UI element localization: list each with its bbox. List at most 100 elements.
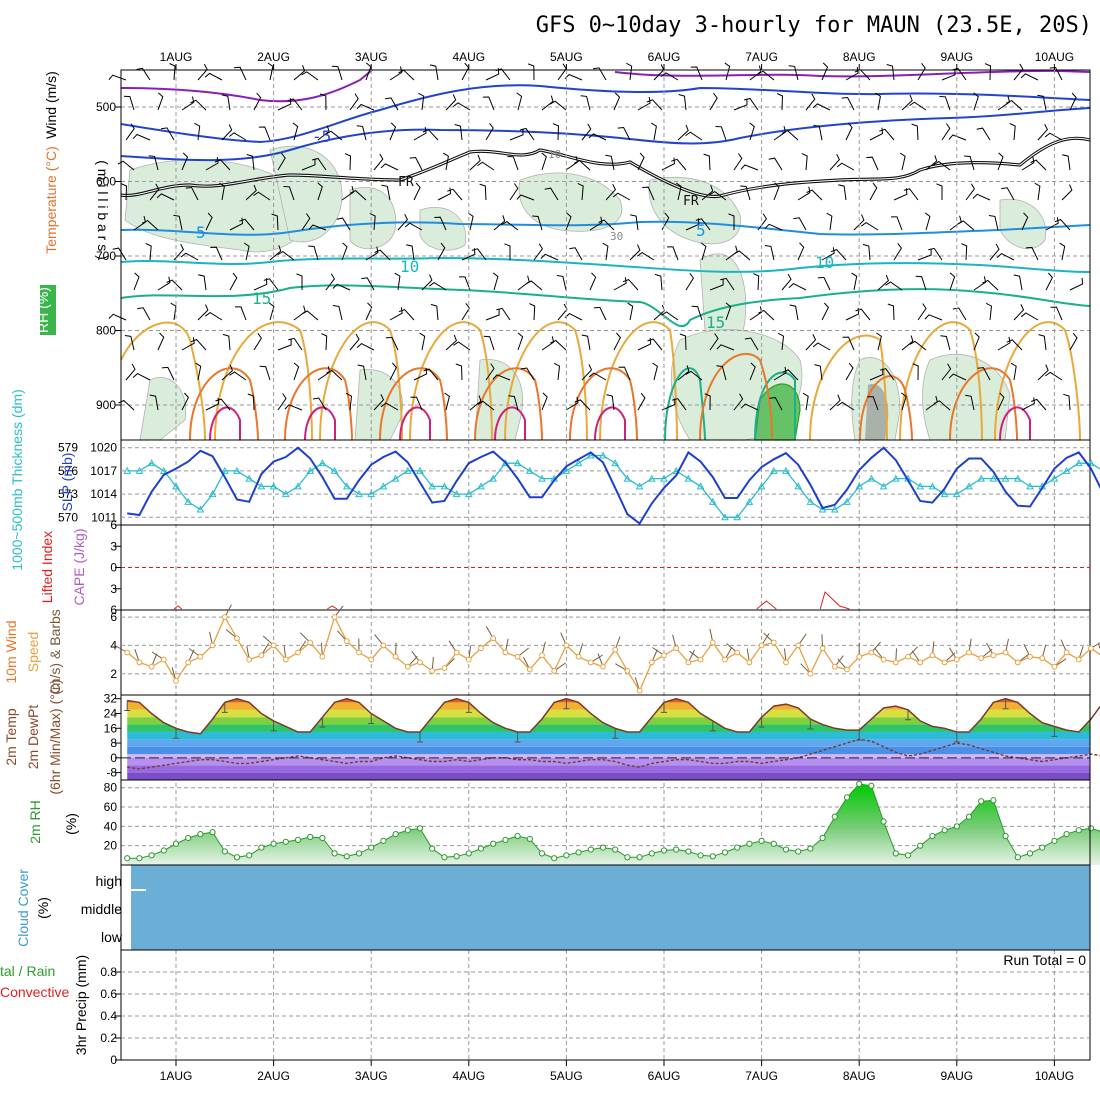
wind-barb	[862, 243, 871, 261]
wind-barb	[805, 93, 816, 111]
wind-barb	[965, 394, 975, 411]
wind10m-point	[673, 645, 680, 652]
wind10m-point	[307, 639, 314, 646]
wind-barb	[1063, 393, 1071, 411]
wind-barb	[485, 122, 494, 141]
wind-barb	[724, 62, 731, 81]
wind-barb	[349, 333, 360, 351]
wind-barb	[1025, 246, 1039, 261]
wind-barb	[764, 245, 775, 261]
wind-barb	[317, 182, 323, 201]
wind-barb	[477, 400, 495, 411]
wind-barb	[228, 132, 247, 141]
wind-barb	[479, 183, 487, 201]
wind10m-point	[478, 645, 484, 652]
wind-barb	[654, 273, 663, 291]
wind-barb	[485, 309, 500, 321]
wind-barb	[569, 247, 583, 261]
rh2m-point	[1014, 854, 1021, 861]
wind-barb	[701, 185, 714, 201]
wind-barb	[247, 393, 255, 411]
wind-barb	[700, 242, 707, 261]
wind-barb	[949, 272, 956, 291]
wind-barb	[516, 194, 535, 201]
rh2m-point	[441, 854, 448, 861]
rh2m-point	[941, 827, 948, 834]
rh-legend-swatch	[40, 285, 56, 335]
wind-barb	[332, 305, 343, 321]
wind-barb	[221, 124, 233, 141]
wind-barb	[239, 218, 255, 231]
wind-barb	[145, 242, 152, 261]
wind-barb	[691, 305, 703, 321]
wind-barb	[626, 62, 633, 81]
thickness-point	[696, 482, 705, 490]
thickness-point	[843, 497, 851, 505]
wind-barb	[365, 62, 372, 81]
wind-barb	[917, 62, 926, 81]
wind-barb	[867, 396, 879, 411]
wind10m-point	[356, 649, 362, 656]
wind-barb	[1037, 364, 1049, 381]
wind-axis-label: Wind (m/s)	[43, 71, 59, 139]
wind-barb	[133, 272, 140, 291]
wind-barb	[972, 193, 991, 201]
wind-barb	[1009, 122, 1016, 141]
wind-barb	[504, 243, 511, 260]
rh2m-point	[929, 832, 936, 840]
bottom-day-label: 3AUG	[355, 1069, 388, 1083]
wind-barb	[544, 187, 559, 201]
wind10m-point	[282, 656, 289, 663]
wind-barb	[813, 124, 823, 141]
precip-tick-label: 0.2	[100, 1031, 117, 1045]
rh2m-point	[734, 844, 741, 851]
wind10m-point	[197, 653, 204, 660]
wind-barb	[911, 123, 919, 141]
wind10m-point	[502, 649, 509, 656]
temp-minmax-bar	[758, 717, 765, 728]
wind-barb	[581, 123, 592, 141]
wind-barb	[287, 98, 303, 111]
wind-barb	[733, 250, 751, 261]
wind-barb	[627, 302, 634, 321]
precip-tick-label: 0.8	[100, 965, 117, 979]
thickness-point	[355, 490, 363, 498]
wind-barb	[1013, 274, 1023, 291]
rh2m-tick-label: 80	[104, 781, 118, 795]
wind-barb	[434, 216, 447, 231]
wind-barb	[422, 129, 439, 141]
wind-barb	[444, 392, 450, 411]
rh2m-point	[1026, 850, 1034, 857]
pressure-tick-label: 600	[96, 175, 116, 189]
wind10m-point	[526, 666, 533, 673]
wind-barb	[406, 244, 415, 261]
li-spike	[756, 600, 777, 610]
wind-barb	[642, 186, 655, 201]
rh2m-point	[526, 835, 533, 843]
thickness-point	[135, 466, 144, 474]
wind-barb	[829, 394, 841, 411]
wind10m-tick-label: 4	[110, 638, 117, 652]
wind-barb	[690, 66, 703, 81]
wind-barb	[556, 275, 567, 291]
pressure-axis-label: ( m i l l i b a r s )	[95, 160, 111, 260]
temp-minmax-bar	[709, 720, 716, 732]
wind-barb	[838, 184, 847, 201]
thickness-point	[879, 482, 888, 490]
rh2m-point	[685, 848, 692, 855]
thickness-point	[538, 474, 546, 482]
wind-barb	[924, 314, 943, 321]
wind-barb	[493, 215, 506, 231]
rh2m-tick-label: 20	[104, 839, 118, 853]
cloud-title: Cloud Cover	[15, 869, 31, 947]
wind10m-point	[148, 663, 155, 670]
thickness-point	[220, 466, 229, 474]
wind-barb	[695, 218, 711, 231]
wind-barb	[622, 279, 639, 291]
wind-barb	[903, 188, 919, 201]
top-date-axis: 1AUG 2AUG 3AUG 4AUG 5AUG 6AUG 7AUG 8AUG 9AUG 10AU…	[160, 50, 1074, 70]
wind-barb	[593, 67, 607, 81]
wind-barb	[483, 335, 495, 351]
wind-barb	[419, 332, 426, 351]
